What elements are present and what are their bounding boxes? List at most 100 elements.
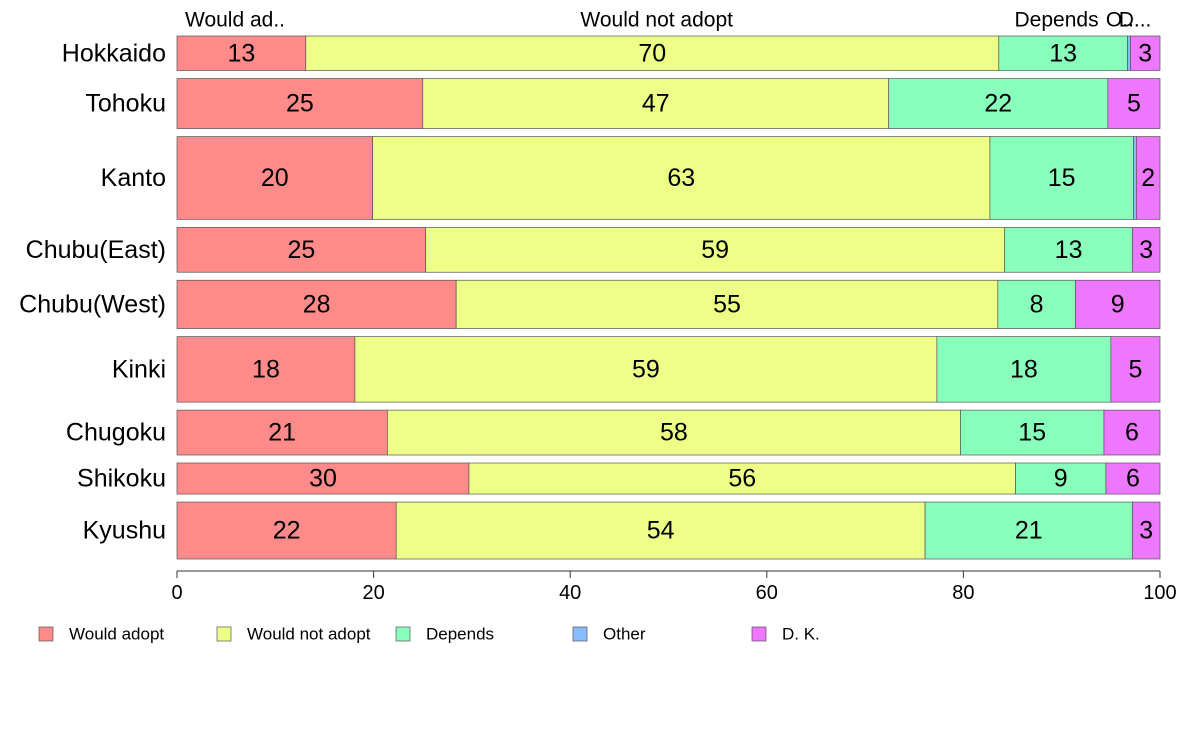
data-label: 15	[1048, 164, 1076, 192]
category-label: Tohoku	[85, 90, 166, 118]
bar-segment-would-not-adopt	[305, 35, 1000, 71]
column-header-label: D...	[1119, 9, 1152, 32]
bar-segment-other	[1133, 136, 1137, 220]
legend: Would adopt Would not adopt Depends Other D.…	[38, 625, 820, 644]
category-label: Shikoku	[77, 465, 166, 493]
data-label: 28	[303, 290, 331, 318]
data-label: 54	[647, 517, 675, 545]
bar-segment-other	[1127, 35, 1131, 71]
column-header-label: Would ad..	[185, 9, 285, 32]
category-label: Chubu(East)	[26, 236, 166, 264]
legend-label: Depends	[426, 625, 494, 644]
bar-segment-depends	[888, 78, 1109, 129]
bar-segment-depends	[960, 409, 1105, 456]
bar-segment-would-not-adopt	[455, 279, 999, 329]
data-label: 30	[309, 465, 337, 493]
data-label: 9	[1111, 290, 1125, 318]
bar-segment-d-k	[1075, 279, 1161, 329]
bar-segment-d-k	[1132, 227, 1161, 273]
data-label: 58	[660, 419, 688, 447]
x-tick-label: 20	[362, 582, 384, 604]
data-label: 70	[638, 39, 666, 67]
data-label: 59	[632, 355, 660, 383]
column-header-label: Depends	[1015, 9, 1099, 32]
legend-item-would-adopt: Would adopt	[38, 625, 164, 644]
data-label: 20	[261, 164, 289, 192]
column-header-label: O..	[1106, 9, 1134, 32]
data-label: 18	[1010, 355, 1038, 383]
data-label: 13	[1049, 39, 1077, 67]
bar-segment-d-k	[1107, 78, 1161, 129]
bar-segment-d-k	[1105, 462, 1161, 495]
data-label: 2	[1141, 164, 1155, 192]
bar-segment-would-adopt	[176, 462, 470, 495]
bar-segment-would-adopt	[176, 78, 424, 129]
data-label: 25	[287, 236, 315, 264]
bar-segment-would-not-adopt	[468, 462, 1016, 495]
x-axis: 0 20 40 60 80 100	[171, 570, 1177, 604]
bar-segment-d-k	[1130, 35, 1161, 71]
bar-segment-would-adopt	[176, 136, 373, 220]
bar-segment-would-not-adopt	[387, 409, 961, 456]
bar-row-tohoku: Tohoku 25 47 22 5	[85, 78, 1161, 129]
x-tick-label: 40	[559, 582, 581, 604]
data-label: 15	[1018, 419, 1046, 447]
bar-row-chubu-east: Chubu(East) 25 59 13 3	[26, 227, 1161, 273]
data-label: 6	[1125, 419, 1139, 447]
x-tick-label: 60	[756, 582, 778, 604]
category-label: Kyushu	[83, 517, 166, 545]
data-label: 6	[1126, 465, 1140, 493]
data-label: 59	[701, 236, 729, 264]
bar-segment-would-adopt	[176, 227, 427, 273]
legend-swatch	[572, 626, 588, 642]
bar-row-chubu-west: Chubu(West) 28 55 8 9	[19, 279, 1161, 329]
data-label: 22	[273, 517, 301, 545]
legend-label: Would not adopt	[247, 625, 371, 644]
category-label: Kanto	[101, 164, 166, 192]
legend-label: D. K.	[782, 625, 820, 644]
bar-row-kinki: Kinki 18 59 18 5	[112, 336, 1161, 403]
bar-row-kanto: Kanto 20 63 15 2	[101, 136, 1161, 220]
bar-segment-would-not-adopt	[395, 501, 926, 560]
legend-swatch	[395, 626, 411, 642]
legend-swatch	[216, 626, 232, 642]
data-label: 5	[1127, 90, 1141, 118]
data-label: 8	[1030, 290, 1044, 318]
bar-segment-depends	[936, 336, 1112, 403]
bar-segment-d-k	[1110, 336, 1161, 403]
data-label: 22	[984, 90, 1012, 118]
data-label: 3	[1139, 517, 1153, 545]
category-label: Chubu(West)	[19, 290, 166, 318]
bar-row-chugoku: Chugoku 21 58 15 6	[66, 409, 1161, 456]
data-label: 5	[1128, 355, 1142, 383]
bar-segment-depends	[924, 501, 1133, 560]
x-tick-label: 100	[1143, 582, 1176, 604]
legend-item-depends: Depends	[395, 625, 494, 644]
bar-segment-would-adopt	[176, 501, 397, 560]
column-header-labels: Would ad.. Would not adopt Depends O..D...	[185, 9, 1151, 32]
category-label: Hokkaido	[62, 39, 166, 67]
data-label: 3	[1139, 236, 1153, 264]
bar-segment-would-adopt	[176, 279, 457, 329]
x-tick-label: 80	[952, 582, 974, 604]
data-label: 21	[1015, 517, 1043, 545]
data-label: 9	[1054, 465, 1068, 493]
data-label: 18	[252, 355, 280, 383]
bar-segment-depends	[997, 279, 1076, 329]
bar-segment-d-k	[1136, 136, 1161, 220]
bar-segment-d-k	[1132, 501, 1161, 560]
legend-swatch	[751, 626, 767, 642]
legend-swatch	[38, 626, 54, 642]
category-label: Chugoku	[66, 419, 166, 447]
data-label: 56	[728, 465, 756, 493]
bar-segment-d-k	[1103, 409, 1161, 456]
legend-item-other: Other	[572, 625, 646, 644]
data-label: 21	[268, 419, 296, 447]
data-label: 25	[286, 90, 314, 118]
legend-label: Would adopt	[69, 625, 164, 644]
bar-segment-depends	[989, 136, 1134, 220]
bar-row-hokkaido: Hokkaido 13 70 13 3	[62, 35, 1161, 71]
data-label: 55	[713, 290, 741, 318]
